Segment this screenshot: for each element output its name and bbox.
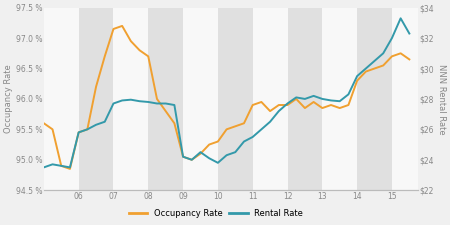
Bar bbox=[218, 8, 253, 190]
Y-axis label: NNN Rental Rate: NNN Rental Rate bbox=[437, 64, 446, 134]
Bar bbox=[79, 8, 113, 190]
Bar bbox=[288, 8, 322, 190]
Legend: Occupancy Rate, Rental Rate: Occupancy Rate, Rental Rate bbox=[126, 205, 306, 221]
Bar bbox=[357, 8, 392, 190]
Y-axis label: Occupancy Rate: Occupancy Rate bbox=[4, 65, 13, 133]
Bar bbox=[148, 8, 183, 190]
